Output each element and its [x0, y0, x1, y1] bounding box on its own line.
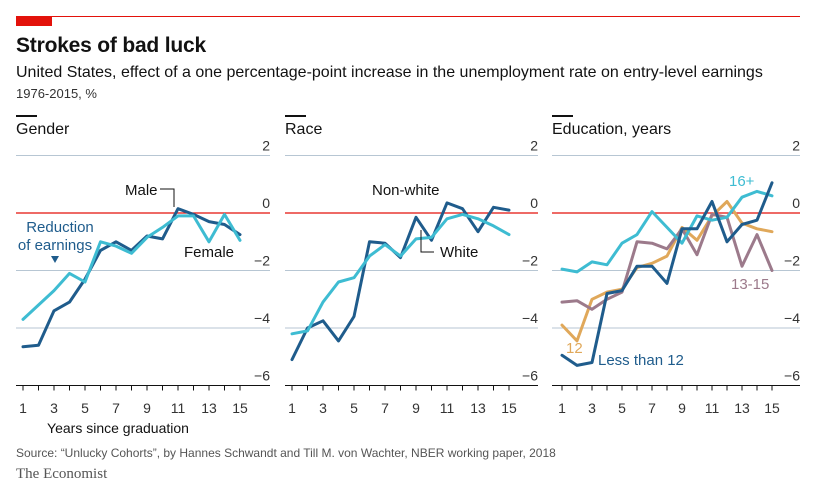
label-16-plus: 16+: [729, 173, 755, 190]
y-tick-label: −6: [784, 368, 800, 384]
y-tick-label: −4: [784, 310, 800, 326]
x-tick-label: 15: [232, 400, 248, 416]
label-reduction-1: Reduction: [26, 219, 94, 236]
y-tick-label: 2: [530, 138, 538, 154]
x-tick-label: 5: [350, 400, 358, 416]
series-line-non-white: [290, 201, 511, 362]
x-tick-label: 1: [19, 400, 27, 416]
label-reduction-2: of earnings: [18, 237, 92, 254]
leader-white: [420, 230, 434, 253]
x-tick-label: 3: [588, 400, 596, 416]
source-note: Source: “Unlucky Cohorts”, by Hannes Sch…: [16, 446, 556, 460]
panel-title-rule-gender: [16, 115, 37, 117]
series-line-12: [560, 200, 774, 343]
label-13-15: 13-15: [731, 276, 769, 293]
x-tick-label: 7: [381, 400, 389, 416]
y-tick-label: 0: [530, 195, 538, 211]
panel-title-race: Race: [285, 121, 323, 138]
top-rule: [16, 16, 800, 17]
panel-title-rule-race: [285, 115, 306, 117]
y-tick-label: −2: [522, 253, 538, 269]
x-tick-label: 7: [648, 400, 656, 416]
x-tick-label: 15: [764, 400, 780, 416]
x-tick-label: 13: [201, 400, 217, 416]
x-tick-label: 11: [705, 400, 720, 416]
leader-male: [160, 188, 175, 207]
y-tick-label: −4: [254, 310, 270, 326]
x-tick-label: 1: [558, 400, 566, 416]
brand-footer: The Economist: [16, 466, 108, 482]
brand-tag: [16, 16, 52, 26]
series-line-less-than-12: [560, 181, 774, 367]
y-tick-label: −2: [784, 253, 800, 269]
chart-period: 1976-2015, %: [16, 86, 97, 101]
x-tick-label: 13: [734, 400, 750, 416]
label-male: Male: [125, 182, 158, 199]
x-tick-label: 1: [288, 400, 296, 416]
y-tick-label: −6: [522, 368, 538, 384]
x-tick-label: 13: [470, 400, 486, 416]
chart-title: Strokes of bad luck: [16, 34, 206, 57]
y-tick-label: 2: [792, 138, 800, 154]
series-line-13-15: [560, 212, 774, 311]
chart-subtitle: United States, effect of a one percentag…: [16, 64, 763, 81]
x-tick-label: 3: [319, 400, 327, 416]
x-tick-label: 3: [50, 400, 58, 416]
series-line-male: [21, 207, 242, 349]
x-tick-label: 15: [501, 400, 517, 416]
label-less-than-12: Less than 12: [598, 352, 684, 369]
y-tick-label: −4: [522, 310, 538, 326]
x-tick-label: 9: [412, 400, 420, 416]
y-tick-label: −6: [254, 368, 270, 384]
x-tick-label: 11: [171, 400, 186, 416]
x-tick-label: 7: [112, 400, 120, 416]
label-female: Female: [184, 244, 234, 261]
reduction-arrow-icon: [51, 256, 59, 263]
y-tick-label: 2: [262, 138, 270, 154]
panel-title-gender: Gender: [16, 121, 70, 138]
panel-title-education: Education, years: [552, 121, 672, 138]
series-line-female: [21, 212, 242, 321]
series-line-16-: [560, 189, 774, 274]
y-tick-label: 0: [792, 195, 800, 211]
x-tick-label: 11: [440, 400, 455, 416]
x-tick-label: 9: [143, 400, 151, 416]
y-tick-label: 0: [262, 195, 270, 211]
series-line-white: [290, 212, 511, 336]
panel-title-rule-education: [552, 115, 573, 117]
x-tick-label: 5: [618, 400, 626, 416]
label-12: 12: [566, 340, 583, 357]
x-tick-label: 5: [81, 400, 89, 416]
x-tick-label: 9: [678, 400, 686, 416]
x-axis-label: Years since graduation: [47, 420, 189, 436]
label-white: White: [440, 244, 478, 261]
label-non-white: Non-white: [372, 182, 440, 199]
y-tick-label: −2: [254, 253, 270, 269]
